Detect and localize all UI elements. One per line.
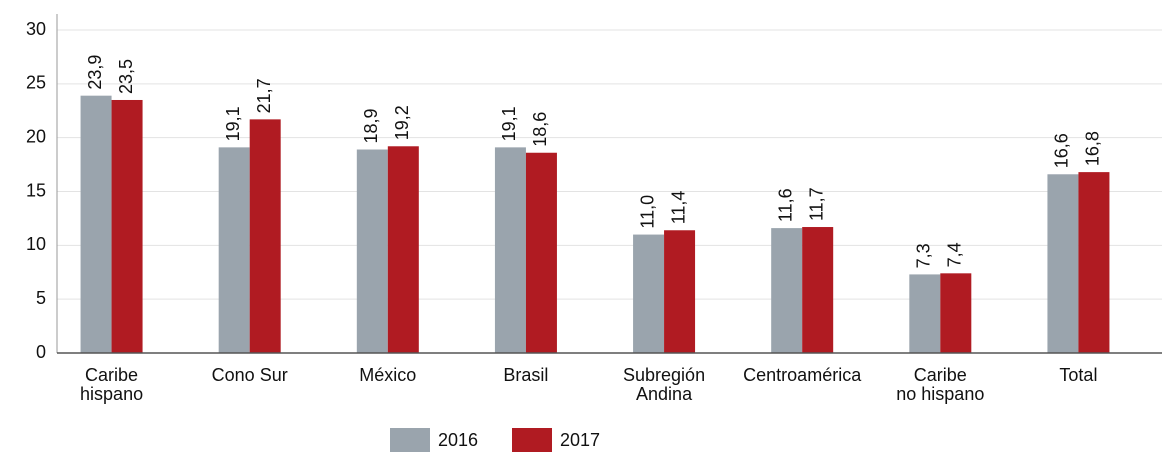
legend-swatch [512,428,552,452]
y-tick-label: 20 [26,126,46,146]
bar [1078,172,1110,353]
y-tick-label: 5 [36,288,46,308]
y-tick-label: 10 [26,234,46,254]
value-label: 19,1 [223,106,243,141]
bar [387,146,419,353]
y-tick-label: 15 [26,180,46,200]
value-label: 11,6 [775,188,795,222]
x-tick-label: Cono Sur [212,365,288,385]
bar [771,228,803,353]
y-tick-label: 0 [36,342,46,362]
legend-label: 2017 [560,430,600,450]
legend-label: 2016 [438,430,478,450]
bar [218,147,250,353]
value-label: 18,9 [361,108,381,143]
bar [249,119,281,353]
value-label: 23,9 [85,55,105,90]
value-label: 7,3 [914,243,934,268]
bar [1047,174,1079,353]
x-tick-label: México [359,365,416,385]
x-tick-label: Total [1059,365,1097,385]
value-label: 19,2 [392,105,412,140]
bar [802,227,834,353]
value-label: 21,7 [254,78,274,113]
value-label: 16,6 [1052,133,1072,168]
value-label: 11,7 [806,187,826,221]
x-tick-label: Caribe no hispano [896,365,984,404]
x-tick-label: Brasil [503,365,548,385]
bar [525,152,557,353]
x-tick-label: Subregión Andina [623,365,705,404]
value-label: 18,6 [530,112,550,147]
value-label: 23,5 [116,59,136,94]
x-tick-label: Centroamérica [743,365,862,385]
bar [664,230,696,353]
bar [80,95,112,353]
value-label: 19,1 [499,106,519,141]
value-label: 11,0 [637,195,657,229]
x-tick-label: Caribe hispano [80,365,143,404]
bar [111,99,143,353]
value-label: 7,4 [945,242,965,267]
bar [909,274,941,353]
value-label: 16,8 [1083,131,1103,166]
bar [356,149,388,353]
legend-swatch [390,428,430,452]
y-tick-label: 30 [26,19,46,39]
value-label: 11,4 [668,191,688,225]
bar [494,147,526,353]
y-tick-label: 25 [26,73,46,93]
bar [633,234,665,353]
bar [940,273,972,353]
